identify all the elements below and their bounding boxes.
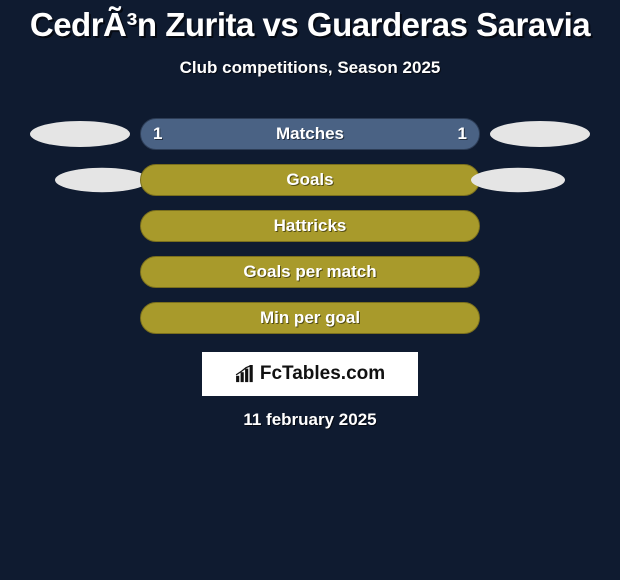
logo-text: FcTables.com bbox=[260, 363, 385, 385]
stat-bar-hattricks: Hattricks bbox=[140, 210, 480, 242]
right-value: 1 bbox=[458, 124, 467, 144]
subtitle: Club competitions, Season 2025 bbox=[0, 58, 620, 78]
stat-label: Hattricks bbox=[274, 216, 347, 236]
comparison-rows: Matches 1 1 Goals Hattricks Goals per match Mi… bbox=[0, 118, 620, 334]
logo-box[interactable]: FcTables.com bbox=[202, 352, 418, 396]
stat-label: Goals bbox=[286, 170, 333, 190]
stat-label: Min per goal bbox=[260, 308, 360, 328]
left-ellipse bbox=[30, 121, 130, 147]
stat-row-goals: Goals bbox=[0, 164, 620, 196]
stat-row-hattricks: Hattricks bbox=[0, 210, 620, 242]
left-value: 1 bbox=[153, 124, 162, 144]
stat-row-gpm: Goals per match bbox=[0, 256, 620, 288]
stat-bar-goals: Goals bbox=[140, 164, 480, 196]
stat-label: Goals per match bbox=[243, 262, 376, 282]
stat-row-matches: Matches 1 1 bbox=[0, 118, 620, 150]
right-ellipse bbox=[490, 121, 590, 147]
stat-bar-gpm: Goals per match bbox=[140, 256, 480, 288]
left-ellipse bbox=[55, 168, 149, 192]
stat-row-mpg: Min per goal bbox=[0, 302, 620, 334]
right-ellipse bbox=[471, 168, 565, 192]
page-title: CedrÃ³n Zurita vs Guarderas Saravia bbox=[0, 0, 620, 44]
stat-bar-matches: Matches 1 1 bbox=[140, 118, 480, 150]
stat-label: Matches bbox=[276, 124, 344, 144]
bar-chart-icon bbox=[235, 365, 257, 383]
stat-bar-mpg: Min per goal bbox=[140, 302, 480, 334]
date-text: 11 february 2025 bbox=[0, 410, 620, 430]
